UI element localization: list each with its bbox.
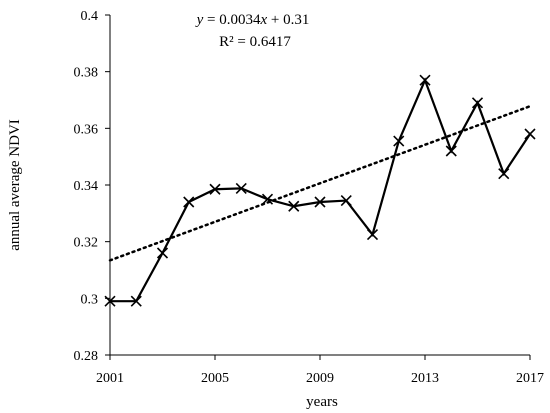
data-point-marker [340,195,352,207]
y-tick-label: 0.34 [74,179,99,194]
y-tick-label: 0.3 [81,292,99,307]
equation-x-var: x [260,12,268,28]
r-squared-label: R² = 0.6417 [219,34,291,50]
equation-intercept: + 0.31 [267,12,309,28]
data-point-marker [366,229,379,241]
y-axis-ticks: 0.28 0.3 0.32 0.34 0.36 0.38 0.4 [74,9,110,364]
data-point-marker [235,182,247,194]
data-point-marker [314,196,326,208]
y-tick-label: 0.28 [74,349,99,364]
data-point-marker [104,295,116,307]
series-line [110,77,531,303]
data-point-marker [419,74,431,86]
x-tick-label: 2013 [411,371,439,386]
y-tick-label: 0.38 [74,66,99,81]
x-tick-label: 2001 [96,371,124,386]
equation-y-var: y [195,12,204,28]
y-tick-label: 0.36 [74,122,99,137]
data-point-marker [261,193,274,205]
data-point-marker [130,295,142,307]
y-tick-label: 0.32 [74,236,99,251]
data-point-marker [524,128,536,140]
x-axis-title: years [306,394,338,410]
series-markers [104,74,536,307]
data-point-marker [393,135,405,147]
trendline [108,104,532,262]
y-tick-label: 0.4 [81,9,99,24]
regression-equation: y = 0.0034x + 0.31 [195,12,310,28]
data-point-marker [156,247,169,259]
y-axis-title: annual average NDVI [7,119,23,251]
equation-slope: = 0.0034 [203,12,261,28]
x-tick-label: 2017 [516,371,544,386]
data-point-marker [471,97,484,109]
x-tick-label: 2009 [306,371,334,386]
data-point-marker [445,145,457,157]
data-point-marker [498,168,510,180]
x-axis-ticks: 2001 2005 2009 2013 2017 [96,355,544,386]
x-tick-label: 2005 [201,371,229,386]
data-point-marker [209,183,221,195]
data-point-marker [288,200,300,212]
data-point-marker [183,196,195,208]
